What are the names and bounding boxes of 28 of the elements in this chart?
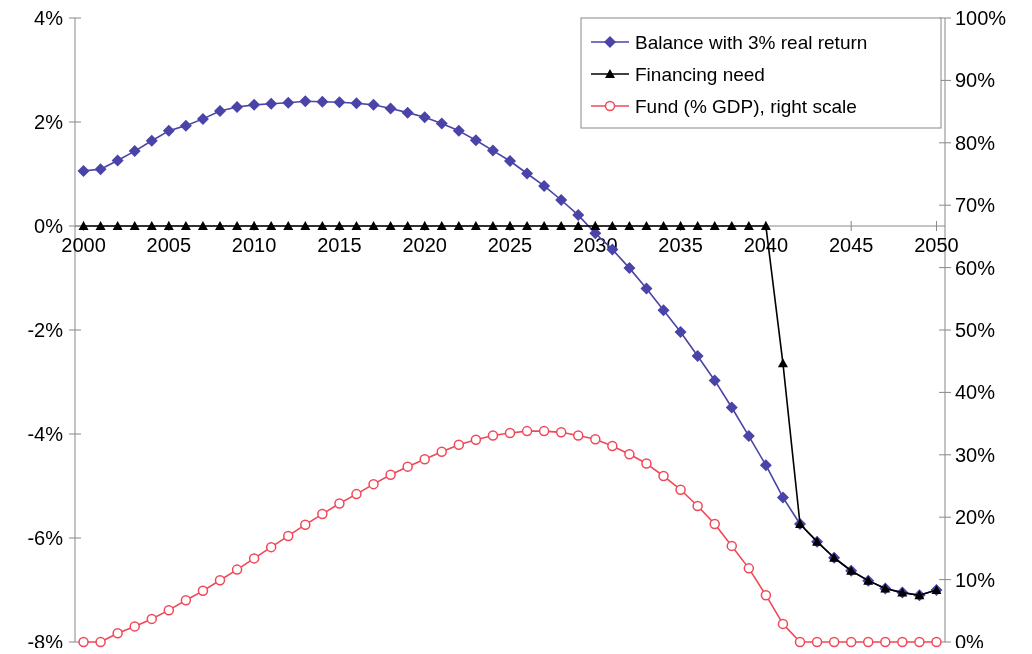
y2-tick-label: 10% (955, 568, 996, 591)
x-tick-label: 2005 (146, 234, 192, 256)
y-tick-label: -4% (27, 423, 64, 445)
y2-tick-label: 20% (955, 506, 996, 529)
y2-tick-label: 40% (955, 381, 996, 404)
y2-tick-label: 70% (955, 194, 996, 217)
y-tick-label: -6% (27, 527, 64, 549)
x-tick-label: 2035 (658, 234, 703, 256)
legend-label: Fund (% GDP), right scale (635, 95, 857, 117)
y2-tick-label: 80% (955, 131, 996, 154)
y-tick-label: -2% (27, 319, 64, 341)
legend-label: Financing need (635, 63, 765, 85)
y-tick-label: 4% (34, 7, 64, 29)
y2-tick-label: 60% (955, 256, 996, 279)
y2-tick-label: 50% (955, 319, 996, 341)
x-tick-label: 2050 (914, 234, 959, 256)
y-tick-label: 2% (34, 111, 64, 133)
y2-tick-label: 90% (955, 69, 996, 92)
x-tick-label: 2020 (402, 234, 447, 256)
x-tick-label: 2025 (487, 234, 533, 256)
y-tick-label: 0% (34, 215, 64, 237)
x-tick-label: 2000 (61, 234, 106, 256)
x-tick-label: 2015 (317, 234, 362, 256)
x-tick-label: 2045 (828, 234, 874, 256)
x-tick-label: 2010 (231, 234, 277, 256)
y2-tick-label: 30% (955, 443, 996, 466)
y2-tick-label: 100% (955, 7, 1007, 29)
legend-label: Balance with 3% real return (635, 31, 868, 53)
